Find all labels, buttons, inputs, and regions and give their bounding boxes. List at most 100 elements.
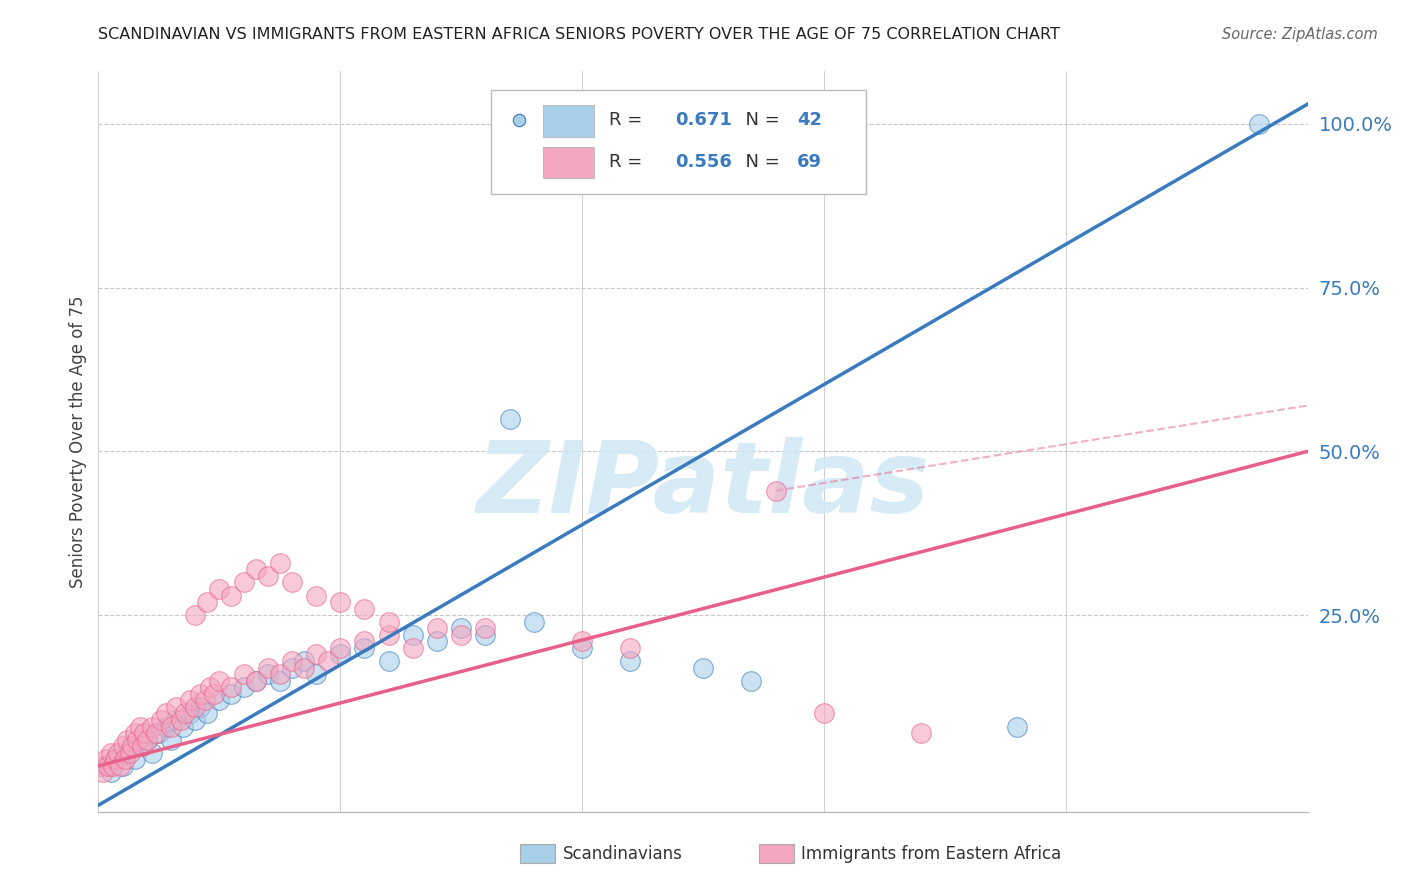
Point <box>195 595 218 609</box>
Point <box>329 648 352 662</box>
Point <box>377 628 399 642</box>
Point <box>148 726 170 740</box>
FancyBboxPatch shape <box>543 105 595 136</box>
Point <box>160 720 183 734</box>
Point <box>292 660 315 674</box>
Point <box>377 654 399 668</box>
Point <box>1007 720 1029 734</box>
Point <box>165 713 187 727</box>
Point <box>402 628 425 642</box>
Point <box>740 673 762 688</box>
Point <box>188 699 211 714</box>
Point <box>174 706 197 721</box>
Point <box>135 732 157 747</box>
Point <box>305 589 328 603</box>
Point <box>118 746 141 760</box>
Point <box>117 746 139 760</box>
Point <box>474 621 496 635</box>
Point <box>305 667 328 681</box>
Point <box>141 746 163 760</box>
Point <box>165 699 187 714</box>
Point <box>245 562 267 576</box>
Point <box>221 687 243 701</box>
Point <box>101 759 124 773</box>
Point <box>329 640 352 655</box>
Point <box>221 589 243 603</box>
Point <box>108 759 131 773</box>
Text: ZIPatlas: ZIPatlas <box>477 437 929 534</box>
Point <box>100 746 122 760</box>
Point <box>198 680 221 694</box>
Point <box>256 667 278 681</box>
Point <box>281 654 304 668</box>
Point <box>377 615 399 629</box>
Y-axis label: Seniors Poverty Over the Age of 75: Seniors Poverty Over the Age of 75 <box>69 295 87 588</box>
Point <box>910 726 932 740</box>
Point <box>281 660 304 674</box>
Point <box>208 582 231 596</box>
Point <box>813 706 835 721</box>
Point <box>160 732 183 747</box>
Point <box>305 648 328 662</box>
Point <box>426 621 449 635</box>
Point <box>134 726 156 740</box>
Point <box>269 556 291 570</box>
Point <box>292 654 315 668</box>
Point <box>179 693 201 707</box>
Point <box>474 628 496 642</box>
Text: 0.556: 0.556 <box>675 153 733 170</box>
Point <box>1249 117 1271 131</box>
Point <box>155 706 177 721</box>
Point <box>619 654 641 668</box>
Point <box>169 713 191 727</box>
Point <box>619 640 641 655</box>
Point <box>208 673 231 688</box>
Point <box>402 640 425 655</box>
Point <box>172 720 194 734</box>
Point <box>353 640 375 655</box>
Point <box>426 634 449 648</box>
Point <box>498 411 520 425</box>
Point <box>124 752 146 766</box>
Point <box>208 693 231 707</box>
Point <box>150 713 173 727</box>
Point <box>111 739 134 754</box>
Point <box>195 706 218 721</box>
Point <box>221 680 243 694</box>
Point <box>316 654 339 668</box>
Point <box>571 640 593 655</box>
Point <box>232 667 254 681</box>
Point <box>929 160 952 174</box>
Text: SCANDINAVIAN VS IMMIGRANTS FROM EASTERN AFRICA SENIORS POVERTY OVER THE AGE OF 7: SCANDINAVIAN VS IMMIGRANTS FROM EASTERN … <box>98 27 1060 42</box>
Point <box>128 720 150 734</box>
Text: R =: R = <box>609 112 648 129</box>
Point <box>111 759 134 773</box>
Point <box>97 759 120 773</box>
FancyBboxPatch shape <box>543 147 595 178</box>
FancyBboxPatch shape <box>492 90 866 194</box>
Point <box>256 660 278 674</box>
Point <box>145 726 167 740</box>
Text: N =: N = <box>734 153 786 170</box>
Point <box>353 601 375 615</box>
Point <box>245 673 267 688</box>
Point <box>256 569 278 583</box>
Point <box>107 746 129 760</box>
Point <box>571 634 593 648</box>
Point <box>141 720 163 734</box>
Point <box>131 739 153 754</box>
Point <box>179 706 201 721</box>
Point <box>194 693 217 707</box>
Point <box>269 667 291 681</box>
Point <box>450 628 472 642</box>
Point <box>131 739 153 754</box>
Text: Source: ZipAtlas.com: Source: ZipAtlas.com <box>1222 27 1378 42</box>
Point <box>188 687 211 701</box>
Text: Immigrants from Eastern Africa: Immigrants from Eastern Africa <box>801 845 1062 863</box>
Point <box>100 765 122 780</box>
Point <box>692 660 714 674</box>
Text: R =: R = <box>609 153 648 170</box>
Point <box>94 752 117 766</box>
Text: Scandinavians: Scandinavians <box>562 845 682 863</box>
Point <box>155 720 177 734</box>
